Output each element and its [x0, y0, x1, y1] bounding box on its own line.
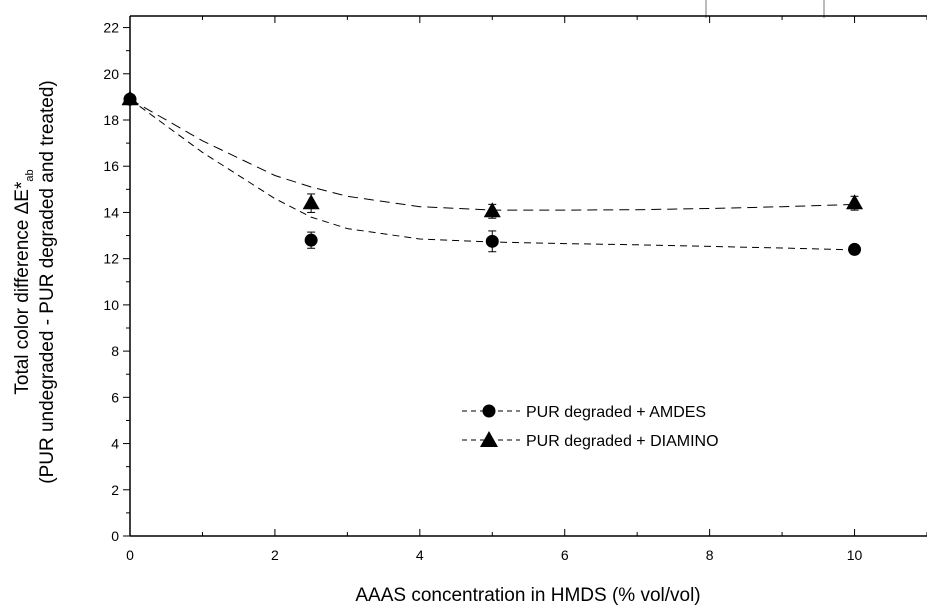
- legend-item-diamino: PUR degraded + DIAMINO: [462, 431, 719, 450]
- plot-frame: [129, 15, 927, 536]
- legend-label-amdes: PUR degraded + AMDES: [526, 404, 706, 421]
- y-tick-label: 16: [103, 158, 119, 174]
- y-axis: 0 2 4 6 8 10 12 14 16 18 20 22: [103, 20, 130, 544]
- y-tick-label: 0: [111, 528, 119, 544]
- data-point-diamino: [846, 194, 864, 210]
- x-tick-label: 8: [706, 547, 714, 563]
- svg-text:Total color difference ΔE*ab: Total color difference ΔE*ab: [12, 169, 36, 394]
- y-tick-label: 12: [103, 251, 119, 267]
- fit-curves: [129, 98, 855, 251]
- x-tick-label: 6: [561, 547, 569, 563]
- data-point-amdes: [848, 242, 862, 256]
- x-tick-label: 2: [271, 547, 279, 563]
- data-point-amdes: [304, 233, 318, 247]
- x-tick-label: 10: [847, 547, 863, 563]
- legend-item-amdes: PUR degraded + AMDES: [462, 404, 706, 421]
- corner-mark-left: [705, 0, 707, 18]
- y-tick-label: 18: [103, 112, 119, 128]
- fit-curve-diamino: [129, 98, 855, 211]
- y-tick-label: 2: [111, 482, 119, 498]
- y-axis-title-subscript: ab: [24, 169, 36, 181]
- y-tick-label: 8: [111, 343, 119, 359]
- x-tick-label: 0: [126, 547, 134, 563]
- legend-marker-triangle: [480, 431, 498, 447]
- data-point-amdes: [485, 234, 499, 248]
- legend: PUR degraded + AMDES PUR degraded + DIAM…: [462, 404, 719, 450]
- y-tick-label: 10: [103, 297, 119, 313]
- y-axis-title-symbol: ΔE*: [12, 181, 33, 214]
- data-point-diamino: [302, 194, 320, 210]
- fit-curve-amdes: [129, 98, 855, 251]
- legend-marker-circle: [482, 404, 496, 418]
- corner-mark-right: [823, 0, 825, 18]
- y-axis-title-prefix: Total color difference: [12, 214, 33, 394]
- y-tick-label: 14: [103, 204, 119, 220]
- y-tick-label: 6: [111, 389, 119, 405]
- x-tick-label: 4: [416, 547, 424, 563]
- x-axis: 0 2 4 6 8 10: [126, 529, 927, 563]
- y-axis-title-line2: (PUR undegraded - PUR degraded and treat…: [37, 80, 58, 483]
- data-point-diamino: [483, 202, 501, 218]
- legend-label-diamino: PUR degraded + DIAMINO: [526, 433, 719, 450]
- y-tick-label: 20: [103, 66, 119, 82]
- x-axis-title: AAAS concentration in HMDS (% vol/vol): [355, 585, 700, 606]
- y-axis-title: Total color difference ΔE*ab (PUR undegr…: [12, 80, 58, 483]
- data-point-diamino: [121, 90, 139, 106]
- y-tick-label: 4: [111, 436, 119, 452]
- data-markers: [121, 90, 864, 256]
- y-tick-label: 22: [103, 20, 119, 36]
